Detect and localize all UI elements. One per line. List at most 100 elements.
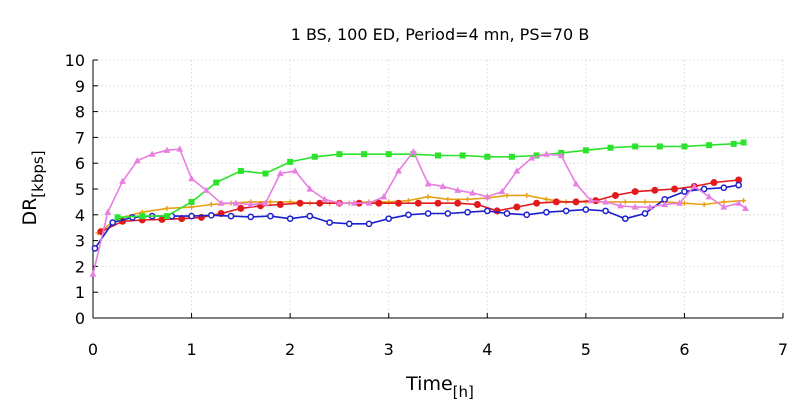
data-point [483, 207, 491, 215]
data-point [291, 167, 299, 174]
data-point [700, 185, 708, 193]
data-point [405, 211, 412, 219]
data-point [188, 175, 195, 182]
data-point [642, 199, 648, 205]
data-point [552, 198, 560, 206]
data-point [706, 142, 713, 149]
data-point [740, 139, 747, 146]
data-point [262, 199, 269, 206]
data-point [656, 143, 663, 150]
data-point [424, 180, 432, 187]
data-point [730, 140, 737, 147]
data-point [445, 196, 451, 202]
data-point [681, 143, 688, 150]
data-point [424, 210, 432, 217]
data-point [469, 189, 476, 196]
data-point [631, 188, 639, 196]
data-point [735, 181, 742, 189]
axes-layer: 0 1 2 3 4 5 6 7 8 9 10 0 1 2 3 4 5 6 7 [65, 51, 788, 359]
x-tick-label: 4 [482, 340, 492, 359]
data-point [276, 169, 284, 177]
data-point [602, 207, 609, 215]
data-point [202, 186, 210, 193]
data-point [616, 202, 624, 209]
data-point [208, 201, 214, 207]
x-axis-label: Time[h] [405, 373, 474, 401]
data-point [276, 200, 284, 208]
data-point [217, 199, 225, 206]
data-point [621, 215, 629, 223]
data-point [602, 198, 609, 205]
data-point [543, 150, 550, 157]
y-tick-label: 4 [75, 206, 85, 225]
data-point [631, 203, 639, 210]
data-point [311, 153, 318, 160]
data-point [543, 208, 550, 216]
data-point [139, 213, 146, 220]
data-point [306, 185, 314, 192]
data-point [380, 193, 388, 200]
data-point [133, 157, 141, 164]
data-point [267, 212, 274, 220]
series-group [91, 181, 742, 252]
x-tick-label: 7 [778, 340, 788, 359]
data-point [720, 203, 728, 210]
data-point [641, 210, 649, 217]
data-point [741, 198, 747, 204]
data-point [296, 199, 304, 207]
series-line [92, 148, 746, 275]
series-layer [89, 139, 749, 277]
data-point [189, 204, 195, 210]
x-tick-label: 3 [384, 340, 394, 359]
x-tick-label: 0 [88, 340, 98, 359]
chart-title: 1 BS, 100 ED, Period=4 mn, PS=70 B [291, 25, 590, 44]
data-point [148, 150, 156, 157]
data-point [504, 192, 510, 198]
data-point [247, 213, 255, 221]
data-point [513, 167, 521, 174]
x-tick-label: 6 [679, 340, 689, 359]
series-group [97, 176, 743, 236]
data-point [207, 211, 215, 219]
data-point [572, 198, 580, 206]
data-point [164, 205, 170, 211]
data-point [543, 196, 549, 202]
data-point [557, 151, 565, 159]
y-axis-label-unit: [kbps] [29, 150, 47, 197]
data-point [611, 191, 619, 199]
y-tick-label: 1 [75, 283, 85, 302]
data-point [681, 188, 688, 195]
data-point [227, 212, 235, 220]
data-point [676, 199, 683, 206]
data-point [632, 143, 639, 150]
data-point [104, 208, 112, 215]
data-point [345, 220, 353, 228]
data-point [365, 199, 373, 206]
data-point [483, 193, 491, 200]
series-line [94, 184, 739, 249]
data-point [306, 212, 314, 220]
data-point [503, 210, 511, 217]
data-point [671, 185, 679, 193]
data-point [109, 219, 117, 226]
data-point [361, 151, 368, 158]
data-point [651, 186, 659, 194]
data-point [439, 182, 447, 190]
data-point [524, 192, 530, 198]
data-point [720, 184, 728, 192]
data-point [508, 153, 515, 160]
data-point [454, 186, 462, 193]
data-point [690, 182, 698, 190]
data-point [395, 167, 402, 174]
data-point [89, 270, 97, 277]
data-point [336, 151, 343, 158]
data-point [375, 199, 383, 207]
y-tick-label: 0 [75, 309, 85, 328]
x-tick-label: 5 [581, 340, 591, 359]
data-point [286, 215, 294, 223]
data-point [91, 244, 99, 252]
data-point [262, 170, 269, 177]
x-tick-label: 2 [285, 340, 295, 359]
data-point [681, 200, 687, 206]
